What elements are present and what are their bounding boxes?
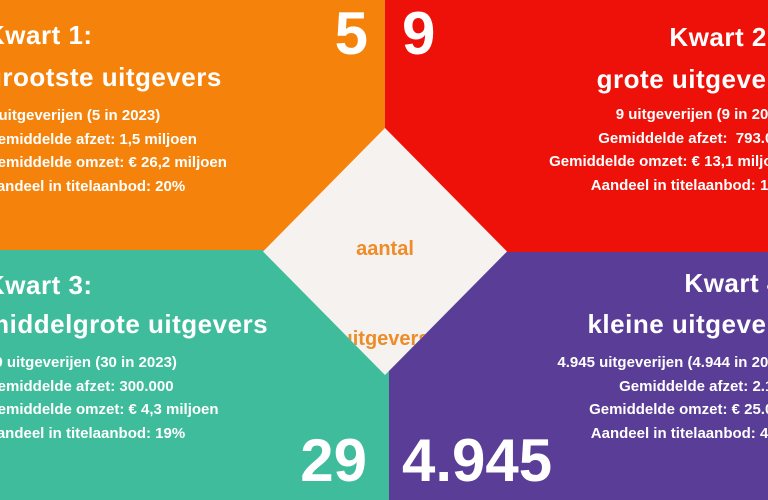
- kwart3-detail-uitgeverijen: 29 uitgeverijen (30 in 2023): [0, 354, 177, 371]
- kwart4-detail-omzet: Gemiddelde omzet: € 25.000: [589, 401, 768, 418]
- kwart1-detail-uitgeverijen: 5 uitgeverijen (5 in 2023): [0, 107, 161, 124]
- kwart4-detail-titelaanbod: Aandeel in titelaanbod: 43%: [590, 424, 768, 442]
- kwart2-subtitle: grote uitgevers: [596, 64, 768, 94]
- kwart4-details: 4.945 uitgeverijen (4.944 in 2023) Gemid…: [557, 351, 768, 445]
- kwart1-detail-omzet: Gemiddelde omzet: € 26,2 miljoen: [0, 154, 227, 171]
- kwart2-detail-uitgeverijen: 9 uitgeverijen (9 in 2023): [615, 106, 768, 123]
- center-line-1: aantal: [356, 238, 414, 260]
- kwart2-detail-titelaanbod: Aandeel in titelaanbod: 19%: [590, 176, 768, 194]
- kwart4-detail-afzet: Gemiddelde afzet: 2.100: [619, 377, 768, 395]
- kwart1-details: 5 uitgeverijen (5 in 2023) Gemiddelde af…: [0, 104, 227, 198]
- kwart4-detail-uitgeverijen: 4.945 uitgeverijen (4.944 in 2023): [557, 354, 768, 371]
- kwart3-subtitle: middelgrote uitgevers: [0, 309, 269, 339]
- kwart2-title: Kwart 2:: [669, 22, 768, 52]
- kwart3-title: Kwart 3:: [0, 270, 93, 300]
- kwart3-detail-omzet: Gemiddelde omzet: € 4,3 miljoen: [0, 401, 219, 418]
- kwart3-big-number: 29: [300, 427, 367, 494]
- kwart2-detail-omzet: Gemiddelde omzet: € 13,1 miljoen: [549, 153, 768, 170]
- kwart3-details: 29 uitgeverijen (30 in 2023) Gemiddelde …: [0, 351, 219, 445]
- kwart1-detail-afzet: Gemiddelde afzet: 1,5 miljoen: [0, 130, 197, 148]
- kwart2-big-number: 9: [402, 0, 436, 67]
- kwart3-detail-afzet: Gemiddelde afzet: 300.000: [0, 377, 174, 395]
- kwart3-detail-titelaanbod: Aandeel in titelaanbod: 19%: [0, 424, 186, 442]
- kwart1-title: Kwart 1:: [0, 20, 93, 50]
- kwart4-big-number: 4.945: [402, 427, 553, 494]
- kwart1-subtitle: grootste uitgevers: [0, 62, 222, 92]
- center-line-2: uitgevers: [340, 328, 430, 350]
- quadrant-kwart4: Kwart 4: kleine uitgevers 4.945 uitgever…: [389, 252, 768, 500]
- kwart1-big-number: 5: [334, 0, 368, 67]
- kwart4-title: Kwart 4:: [684, 268, 768, 298]
- quadrant-kwart1: Kwart 1: grootste uitgevers 5 uitgeverij…: [0, 0, 385, 250]
- kwart4-subtitle: kleine uitgevers: [587, 309, 768, 339]
- center-diamond-text: aantal uitgevers per kwart van verkoopom…: [263, 128, 507, 375]
- kwart1-detail-titelaanbod: Aandeel in titelaanbod: 20%: [0, 177, 186, 195]
- kwart2-detail-afzet: Gemiddelde afzet: 793.000: [598, 129, 768, 147]
- kwart2-details: 9 uitgeverijen (9 in 2023) Gemiddelde af…: [549, 103, 768, 197]
